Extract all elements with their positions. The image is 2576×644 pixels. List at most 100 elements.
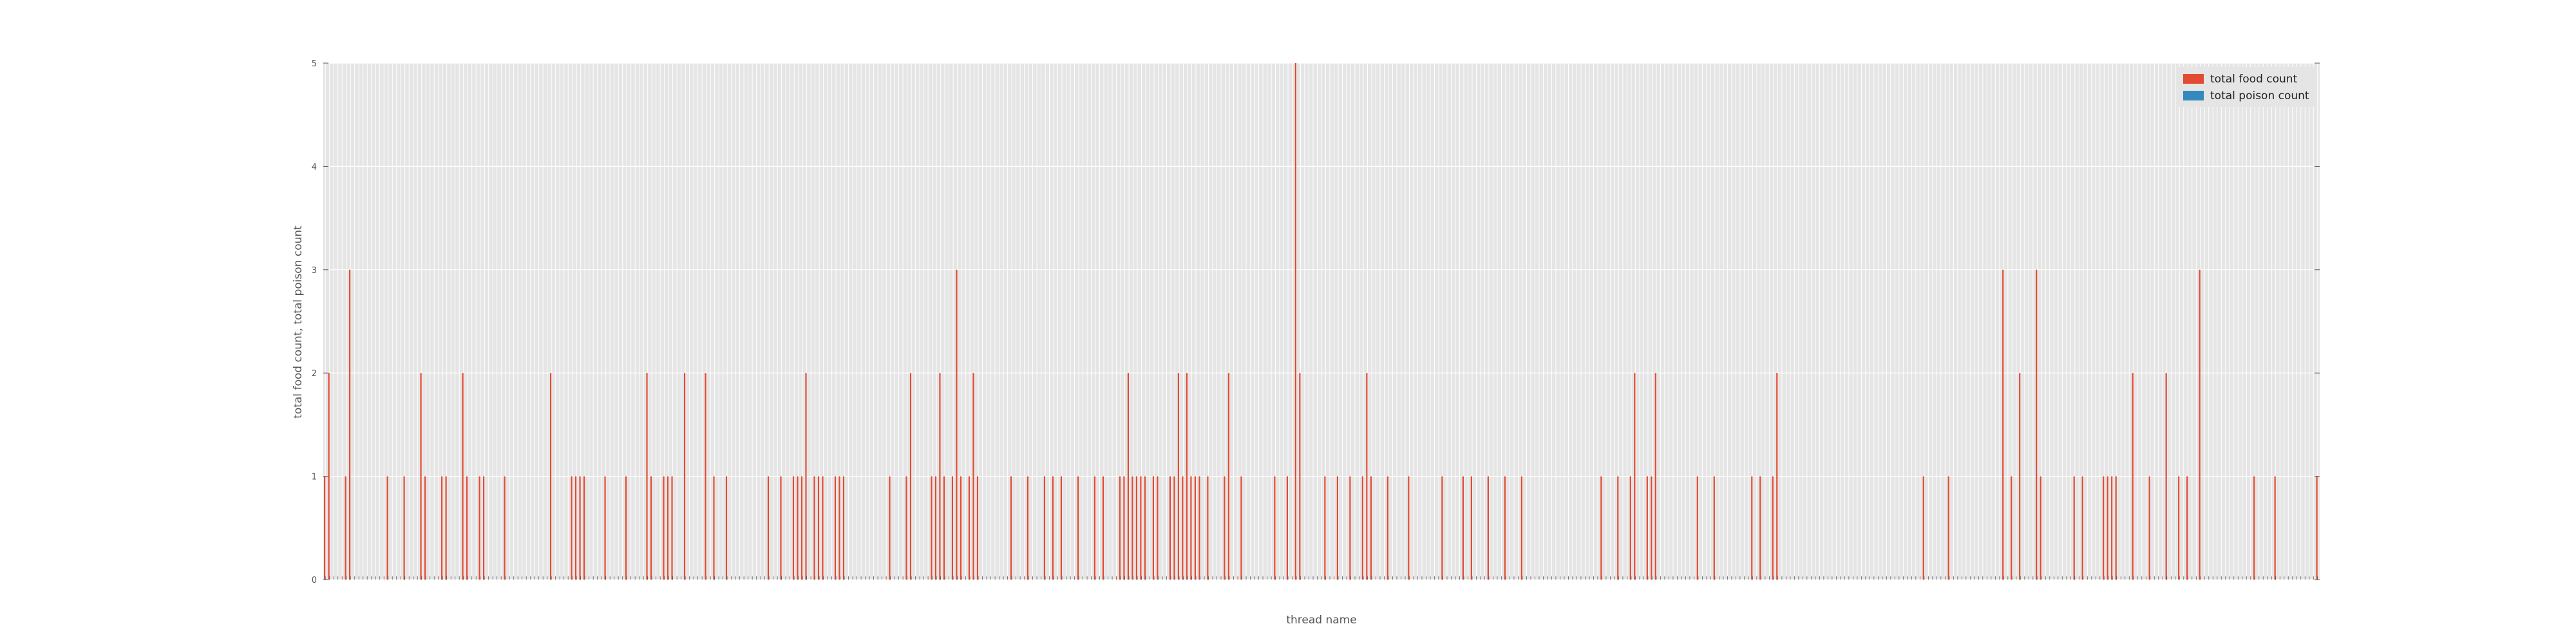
bar-food [1387, 476, 1388, 580]
bar-food [956, 269, 958, 580]
bar-food [1366, 373, 1368, 580]
bar-food [663, 476, 665, 580]
legend: total food count total poison count [2177, 67, 2315, 107]
bar-food [549, 373, 552, 580]
bar-food [667, 476, 669, 580]
bar-food [2002, 269, 2004, 580]
bar-food [1294, 63, 1297, 580]
bar-food [424, 476, 426, 580]
bar-food [1119, 476, 1121, 580]
bar-food [1169, 476, 1171, 580]
bar-food [1027, 476, 1029, 580]
bar-food [834, 476, 837, 580]
bars [324, 63, 2318, 580]
bar-food [403, 476, 405, 580]
bar-food [2019, 373, 2021, 580]
bar-food [951, 476, 954, 580]
y-axis-ticks: 0 1 2 3 4 5 [312, 59, 2320, 585]
bar-food [1947, 476, 1949, 580]
bar-food [1060, 476, 1063, 580]
bar-food [713, 476, 715, 580]
bar-food [805, 373, 807, 580]
bar-food [1772, 476, 1774, 580]
y-tick-label: 2 [312, 369, 317, 379]
bar-food [797, 476, 799, 580]
bar-food [1010, 476, 1012, 580]
bar-food [583, 476, 585, 580]
bar-food [960, 476, 962, 580]
y-axis-label: total food count, total poison count [292, 225, 305, 419]
bar-food [817, 476, 820, 580]
bar-food [2036, 269, 2038, 580]
bar-food [822, 476, 824, 580]
bar-food [1470, 476, 1472, 580]
bar-food [1182, 476, 1184, 580]
bar-food [571, 476, 573, 580]
legend-swatch-food [2183, 74, 2204, 84]
bar-food [1194, 476, 1197, 580]
bar-food [842, 476, 845, 580]
bar-food [1132, 476, 1133, 580]
bar-food [1361, 476, 1363, 580]
bar-food [2040, 476, 2041, 580]
bar-food [462, 373, 464, 580]
bar-food [1207, 476, 1209, 580]
bar-food [466, 476, 468, 580]
bar-food [683, 373, 686, 580]
bar-food [328, 373, 330, 580]
bar-food [504, 476, 506, 580]
bar-food [579, 476, 581, 580]
bar-food [1144, 476, 1146, 580]
bar-food [1157, 476, 1159, 580]
bar-food [2165, 373, 2167, 580]
bar-food [2178, 476, 2180, 580]
bar-food [2148, 476, 2150, 580]
bar-food [1094, 476, 1096, 580]
bar-food [939, 373, 941, 580]
bar-food [1634, 373, 1636, 580]
bar-food [2011, 476, 2012, 580]
y-tick-label: 1 [312, 473, 317, 482]
bar-food [2274, 476, 2276, 580]
bar-food [1052, 476, 1054, 580]
bar-food [1408, 476, 1410, 580]
bar-food [909, 373, 912, 580]
bar-food [889, 476, 891, 580]
bar-food [2186, 476, 2188, 580]
legend-swatch-poison [2183, 91, 2204, 100]
bar-food [420, 373, 422, 580]
bar-food [813, 476, 815, 580]
bar-food [780, 476, 782, 580]
bar-food [574, 476, 577, 580]
bar-food [1646, 476, 1648, 580]
bar-food [1177, 373, 1180, 580]
bar-food [1043, 476, 1046, 580]
bar-food [1651, 476, 1653, 580]
bar-food [792, 476, 795, 580]
bar-food [2103, 476, 2105, 580]
bar-food [1240, 476, 1242, 580]
bar-food [441, 476, 443, 580]
bar-food [943, 476, 945, 580]
bar-food [324, 476, 326, 580]
bar-food [2132, 373, 2134, 580]
bar-food [1077, 476, 1079, 580]
bar-food [1152, 476, 1155, 580]
bar-food [445, 476, 447, 580]
bar-food [1776, 373, 1778, 580]
bar-food [1759, 476, 1761, 580]
bar-food [1186, 373, 1188, 580]
bar-food [1135, 476, 1138, 580]
bar-food [1520, 476, 1522, 580]
bar-food [1140, 476, 1142, 580]
bar-food [1504, 476, 1506, 580]
y-tick-label: 3 [312, 266, 317, 276]
bar-food [1696, 476, 1698, 580]
y-tick-label: 4 [312, 162, 317, 172]
bar-food [976, 476, 979, 580]
bar-food [2253, 476, 2255, 580]
bar-food [1198, 476, 1200, 580]
bar-food [483, 476, 485, 580]
y-tick-label: 5 [312, 59, 317, 69]
bar-food [1190, 476, 1192, 580]
